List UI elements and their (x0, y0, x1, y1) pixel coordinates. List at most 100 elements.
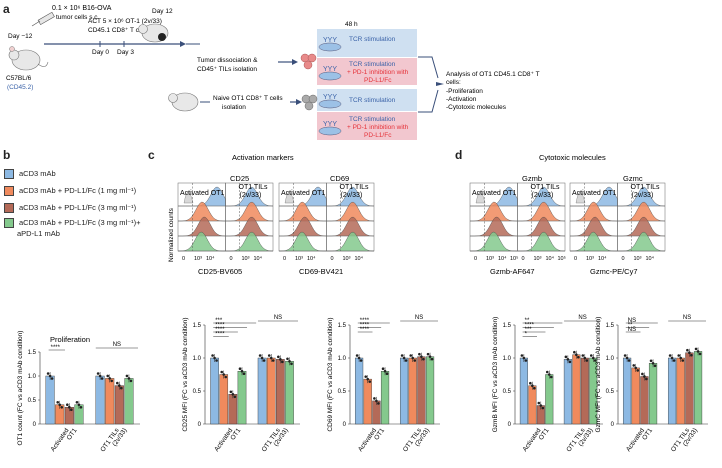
sig-label: NS (628, 318, 636, 324)
isotype-peak (575, 191, 586, 204)
data-point (118, 384, 121, 387)
data-point (539, 404, 543, 407)
data-point (698, 352, 702, 356)
tils-label-sub: (2v/33) (632, 192, 654, 199)
sig-label: **** (360, 323, 370, 329)
legend-swatch-orange (4, 185, 14, 196)
tils-label-sub: (2v/33) (341, 192, 363, 199)
data-point (211, 354, 214, 357)
data-point (79, 406, 83, 409)
day-minus12: Day −12 (8, 33, 33, 40)
x-tick-left: 10⁴ (498, 255, 507, 262)
x-tick-left: 0 (182, 256, 185, 262)
bar (417, 356, 426, 425)
histogram-curve (225, 187, 274, 207)
data-point (681, 359, 685, 362)
pd1-line1-a: + PD-1 inhibition with (347, 69, 409, 76)
histogram-curve (517, 232, 566, 252)
data-point (375, 399, 378, 403)
data-point (589, 354, 593, 357)
y-tick-label: 0.5 (338, 389, 347, 395)
data-point (541, 406, 545, 410)
bar (676, 357, 685, 425)
sig-label: **** (51, 345, 61, 351)
data-point (632, 364, 636, 367)
bar (114, 385, 124, 425)
data-point (577, 355, 580, 359)
histogram-curve (178, 231, 226, 252)
day0-text: Day 0 (92, 49, 109, 56)
marker-gzmc: Gzmc (623, 174, 643, 183)
histogram-curve (617, 187, 666, 207)
sig-label: * (525, 332, 528, 338)
sig-label: NS (628, 327, 636, 333)
histogram-curve (617, 202, 666, 222)
data-point (77, 403, 81, 407)
pd1-box-1 (317, 58, 417, 85)
data-point (400, 354, 404, 357)
data-point (383, 369, 387, 373)
y-tick-label: 0 (611, 422, 615, 428)
flow-histograms: Activation markers Cytotoxic molecules C… (168, 153, 666, 276)
cytotoxic-title: Cytotoxic molecules (539, 153, 606, 162)
sig-label: ** (628, 323, 633, 329)
data-point (585, 359, 589, 362)
panel-label-a: a (3, 2, 10, 16)
pd1-line1-b: + PD-1 inhibition with (347, 124, 409, 131)
dissociation-text2: CD45⁺ TILs isolation (197, 66, 257, 73)
data-point (68, 405, 71, 409)
histogram-curve (517, 187, 566, 207)
y-tick-label: 0 (33, 422, 37, 428)
flow-axis-title: CD25-BV605 (198, 267, 242, 276)
y-tick-label: 0 (343, 422, 347, 428)
data-point (641, 372, 644, 376)
data-point (409, 354, 413, 357)
bar (105, 378, 115, 425)
data-point (426, 352, 430, 356)
histogram-curve (178, 216, 226, 237)
data-point (75, 401, 79, 404)
flow-axis-title: Gzmb-AF647 (490, 267, 535, 276)
tcr-box-2 (317, 89, 417, 111)
data-point (411, 356, 415, 360)
legend-item-0: aCD3 mAb (19, 169, 56, 178)
x-tick-right: 0 (622, 256, 625, 262)
data-point (679, 356, 683, 360)
y-axis-label: GzmB MFI (FC vs aCD3 mAb condition) (492, 317, 499, 433)
bar (124, 378, 134, 425)
y-tick-label: 1.0 (606, 356, 615, 362)
x-tick-right: 0 (230, 256, 233, 262)
panel-label-b: b (3, 148, 11, 162)
y-tick-label: 0.5 (28, 398, 37, 404)
data-point (533, 386, 536, 390)
data-point (286, 357, 289, 361)
histogram-curve (570, 216, 618, 237)
group-label-ot1: OT1 (538, 427, 551, 442)
y-tick-label: 1.5 (193, 323, 202, 329)
data-point (290, 362, 293, 366)
data-point (222, 373, 226, 376)
data-point (694, 347, 698, 351)
data-point (231, 393, 235, 396)
histogram-curve (326, 202, 375, 222)
data-point (116, 381, 119, 385)
y-tick-label: 1.0 (28, 374, 37, 380)
data-point (420, 355, 423, 358)
bar (45, 375, 55, 425)
bar (580, 357, 589, 425)
data-point (242, 372, 246, 376)
data-point (522, 356, 526, 360)
data-point (404, 359, 408, 362)
data-point (672, 359, 676, 362)
histogram-curve (470, 216, 518, 237)
data-point (70, 408, 73, 412)
bar (354, 357, 364, 425)
data-point (98, 374, 102, 378)
analysis-cells: cells: (446, 79, 461, 86)
legend-extra-line: aPD-L1 mAb (17, 229, 60, 238)
data-point (125, 374, 129, 378)
tumor-cells-text2: tumor cells s.c. (56, 14, 100, 21)
x-tick-right: 10³ (343, 256, 351, 262)
x-tick-left: 10³ (486, 256, 494, 262)
